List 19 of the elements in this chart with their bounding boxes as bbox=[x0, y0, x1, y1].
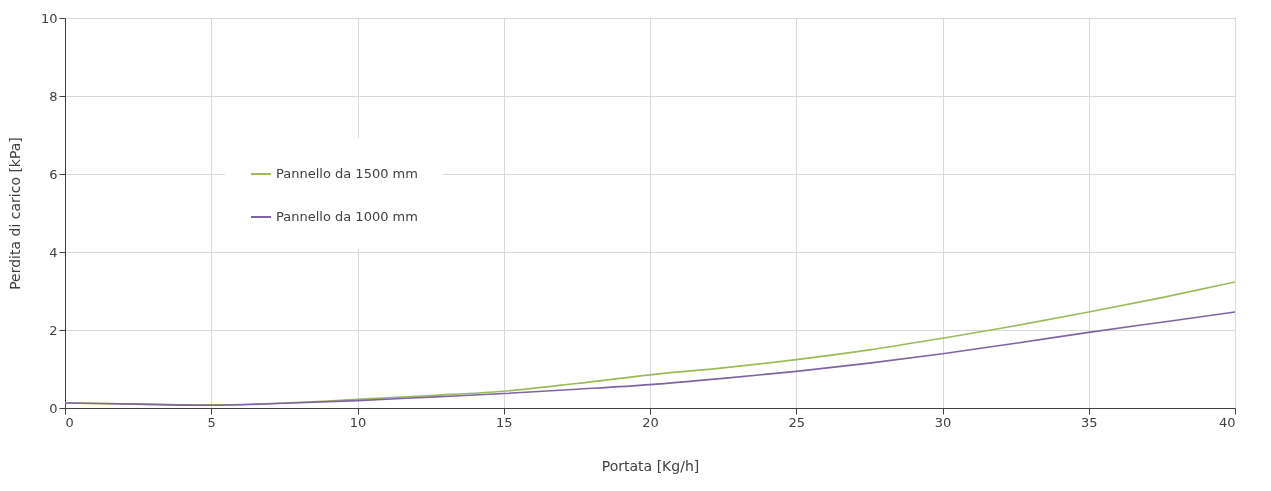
x-tick-label: 20 bbox=[642, 414, 659, 430]
x-tick-label: 15 bbox=[495, 414, 513, 430]
legend-label: Pannello da 1500 mm bbox=[276, 166, 418, 181]
x-tick-label: 5 bbox=[207, 414, 216, 430]
x-tick-label: 30 bbox=[934, 414, 952, 430]
legend-label: Pannello da 1000 mm bbox=[276, 209, 418, 224]
x-tick-label: 40 bbox=[1218, 414, 1236, 430]
x-axis-title: Portata [Kg/h] bbox=[601, 457, 700, 474]
y-tick-label: 2 bbox=[49, 322, 58, 338]
x-tick-label: 25 bbox=[788, 414, 806, 430]
y-tick-label: 4 bbox=[49, 244, 58, 260]
y-tick-label: 0 bbox=[49, 400, 58, 416]
x-tick-label: 0 bbox=[65, 414, 74, 430]
y-tick-label: 6 bbox=[49, 166, 58, 182]
x-tick-label: 35 bbox=[1080, 414, 1098, 430]
y-tick-label: 10 bbox=[40, 10, 58, 26]
x-tick-label: 10 bbox=[349, 414, 367, 430]
y-tick-label: 8 bbox=[49, 88, 58, 104]
y-axis-title: Perdita di carico [kPa] bbox=[6, 137, 23, 290]
